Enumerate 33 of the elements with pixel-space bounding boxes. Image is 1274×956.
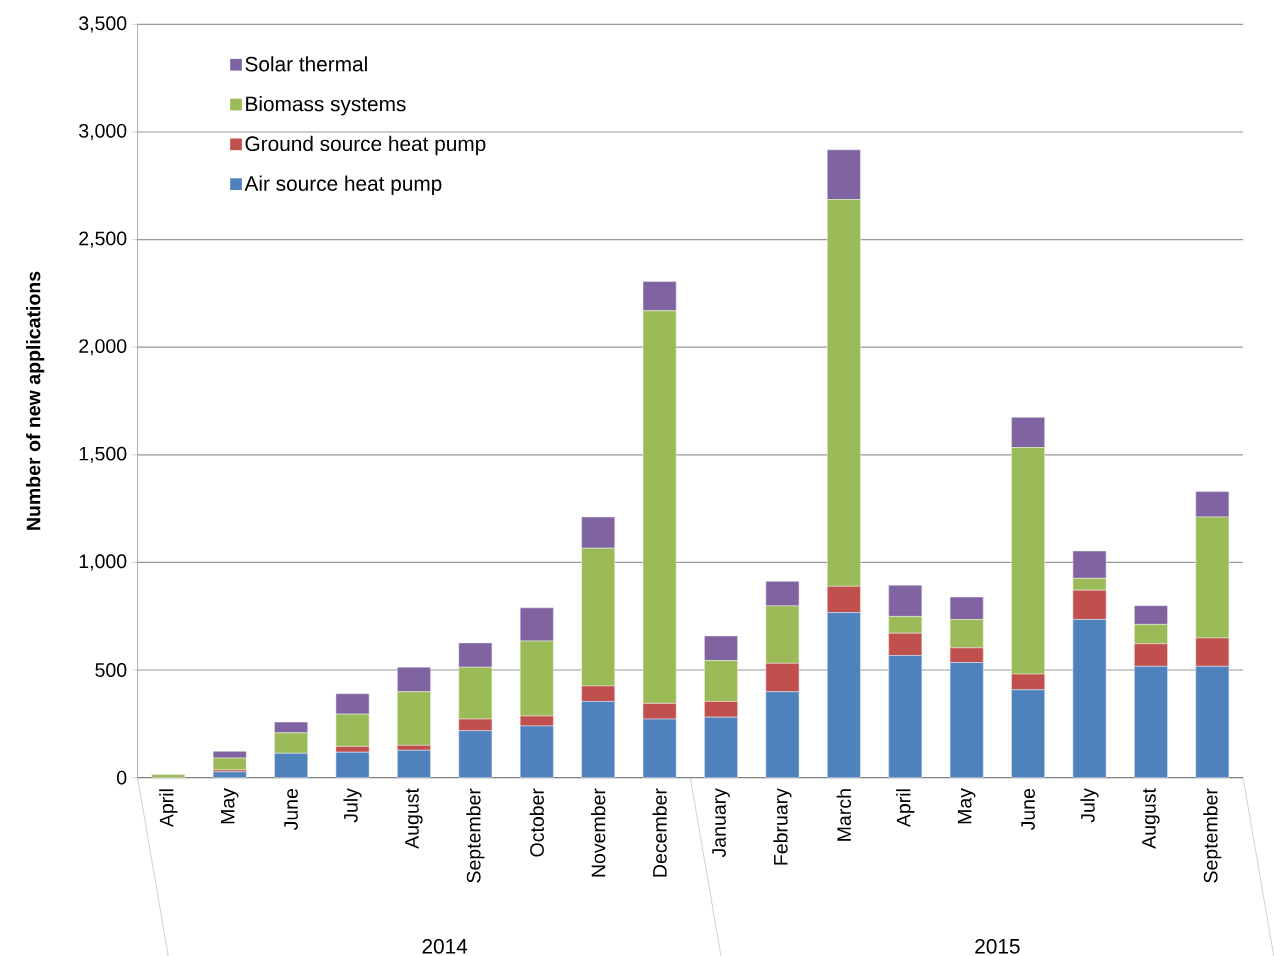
legend-label: Air source heat pump xyxy=(244,175,442,195)
legend-label: Ground source heat pump xyxy=(245,135,486,155)
legend-label: Solar thermal xyxy=(245,56,367,72)
x-tick-label: January xyxy=(712,787,730,857)
x-tick-label: June xyxy=(284,788,298,830)
x-tick-label: December xyxy=(652,788,667,877)
y-tick-label: 1,500 xyxy=(79,446,127,463)
y-tick-label: 3,500 xyxy=(79,16,127,33)
x-tick-label: August xyxy=(405,788,423,849)
x-tick-label: February xyxy=(773,787,792,865)
legend-label: Biomass systems xyxy=(246,95,406,116)
y-tick-label: 3,000 xyxy=(79,123,127,140)
x-tick-label: April xyxy=(159,789,178,827)
y-tick-label: 2,000 xyxy=(79,338,127,356)
y-axis-title: Number of new applications xyxy=(26,271,45,530)
x-tick-label: April xyxy=(896,789,915,827)
y-tick-label: 500 xyxy=(95,662,127,677)
x-tick-label: July xyxy=(343,787,362,823)
x-tick-label: May xyxy=(220,787,239,824)
y-tick-label: 2,500 xyxy=(79,231,127,248)
x-tick-label: October xyxy=(529,788,544,857)
x-tick-label: March xyxy=(836,789,852,841)
x-tick-label: June xyxy=(1021,788,1035,830)
y-tick-label: 0 xyxy=(117,770,127,785)
text: 2015 xyxy=(975,938,1020,954)
x-tick-label: August xyxy=(1142,788,1160,849)
x-tick-label: September xyxy=(1203,788,1222,883)
x-tick-label: September xyxy=(466,788,485,883)
x-tick-label: November xyxy=(591,788,606,877)
y-tick-label: 1,000 xyxy=(79,554,127,571)
text: 2014 xyxy=(422,938,468,954)
x-tick-label: July xyxy=(1080,787,1099,823)
x-tick-label: May xyxy=(957,787,976,824)
